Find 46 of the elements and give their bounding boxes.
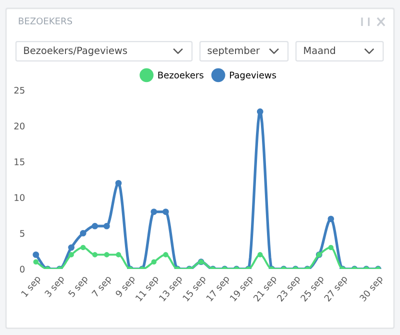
point (68, 252, 74, 258)
point (163, 252, 168, 258)
x-tick-label: 1 sep (20, 275, 42, 298)
point (104, 252, 110, 258)
y-tick-label: 20 (14, 122, 25, 130)
legend-label: Pageviews (230, 71, 276, 80)
point (257, 252, 263, 258)
y-tick-label: 25 (14, 86, 24, 94)
point (151, 259, 157, 264)
text: Maand (304, 46, 335, 54)
x-tick-label: 11 sep (135, 275, 160, 303)
y-tick-label: 10 (14, 194, 25, 202)
point (80, 244, 86, 250)
point (162, 208, 169, 215)
point (328, 244, 334, 250)
point (104, 222, 110, 230)
x-tick-label: 15 sep (182, 275, 208, 303)
point (32, 252, 40, 258)
point (116, 252, 122, 258)
x-tick-label: 30 sep (359, 275, 384, 303)
x-tick-label: 21 sep (252, 275, 278, 303)
text: Bezoekers/Pageviews (24, 46, 127, 56)
x-tick-label: 23 sep (276, 275, 302, 303)
x-tick-label: 13 sep (158, 275, 184, 303)
y-tick-label: 0 (20, 266, 25, 273)
legend-label: Bezoekers (158, 71, 204, 78)
point (92, 222, 98, 230)
point (328, 216, 334, 222)
x-tick-label: 9 sep (114, 275, 137, 299)
y-tick-label: 5 (20, 230, 24, 237)
point (150, 208, 158, 215)
x-tick-label: 7 sep (92, 275, 114, 298)
x-tick-label: 5 sep (68, 275, 90, 298)
x-tick-label: 3 sep (44, 275, 66, 298)
point (33, 259, 39, 264)
x-tick-label: 27 sep (324, 275, 350, 303)
text: september (208, 46, 260, 56)
chart-title: BEZOEKERS (18, 18, 72, 24)
point (68, 244, 74, 251)
x-tick-label: 25 sep (300, 275, 326, 303)
x-tick-label: 19 sep (230, 275, 255, 303)
x-tick-label: 17 sep (206, 275, 232, 303)
point (115, 180, 122, 186)
y-tick-label: 15 (14, 158, 24, 166)
point (80, 230, 86, 236)
point (92, 252, 98, 258)
